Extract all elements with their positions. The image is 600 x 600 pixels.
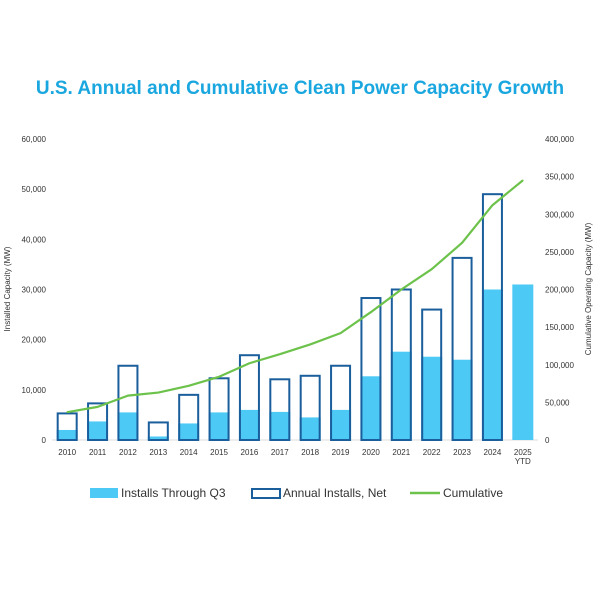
series-annual-installs-net <box>56 193 503 442</box>
bar-annual-installs-net <box>238 354 260 441</box>
bar-annual-installs-net <box>269 378 291 442</box>
bar-installs-through-q3 <box>87 421 109 440</box>
point-cumulative <box>461 242 463 244</box>
bar-installs-through-q3 <box>208 412 230 440</box>
bar-installs-through-q3 <box>299 417 321 440</box>
y-tick-label: 40,000 <box>22 235 47 244</box>
point-cumulative <box>96 406 99 408</box>
bar-installs-through-q3 <box>451 359 473 440</box>
bar-installs-through-q3 <box>238 409 260 440</box>
bar-annual-installs-net <box>117 364 139 441</box>
legend-label: Installs Through Q3 <box>121 486 226 500</box>
bar-annual-installs-net <box>147 421 169 441</box>
bar-annual-installs-net <box>451 256 473 441</box>
y-tick-label: 10,000 <box>22 386 47 395</box>
bar-installs-through-q3 <box>421 356 443 440</box>
point-cumulative <box>309 343 311 346</box>
bar-annual-installs-net <box>56 412 78 441</box>
y2-tick-label: 400,000 <box>545 135 574 144</box>
x-tick-label: 2020 <box>362 448 380 457</box>
y2-tick-label: 50,000 <box>545 398 570 407</box>
bar-annual-installs-net <box>421 308 443 441</box>
point-cumulative <box>187 385 190 387</box>
point-cumulative <box>279 353 281 356</box>
bar-installs-through-q3 <box>512 284 534 440</box>
bar-installs-through-q3 <box>330 409 352 440</box>
x-tick-label: 2018 <box>301 448 319 457</box>
point-cumulative <box>66 411 68 413</box>
bar-annual-installs-net <box>208 377 230 441</box>
x-tick-label: 2017 <box>271 448 289 457</box>
bar-installs-through-q3 <box>117 412 139 440</box>
y-axis-right: 0 50,000 100,000 150,000 200,000 250,000 300,0… <box>545 135 574 445</box>
legend-label: Annual Installs, Net <box>283 486 387 500</box>
y2-tick-label: 200,000 <box>545 286 574 295</box>
x-tick-label: 2014 <box>180 448 198 457</box>
bar-annual-installs-net <box>360 297 382 441</box>
series-installs-through-q3 <box>56 284 534 440</box>
x-tick-label: 2019 <box>332 448 350 457</box>
point-cumulative <box>522 179 524 182</box>
y2-tick-label: 100,000 <box>545 361 574 370</box>
x-tick-label: 2013 <box>149 448 167 457</box>
x-tick-label: 2024 <box>484 448 502 457</box>
bar-annual-installs-net <box>481 193 503 441</box>
bar-annual-installs-net <box>178 393 200 442</box>
y2-tick-label: 0 <box>545 436 550 445</box>
legend-label: Cumulative <box>443 486 503 500</box>
x-tick-label: 2015 <box>210 448 228 457</box>
bar-annual-installs-net <box>87 402 109 441</box>
bar-annual-installs-net <box>299 374 321 441</box>
y-tick-label: 30,000 <box>22 286 47 295</box>
x-tick-label: 2022 <box>423 448 441 457</box>
point-cumulative <box>491 204 494 207</box>
bar-installs-through-q3 <box>481 289 503 440</box>
chart-title: U.S. Annual and Cumulative Clean Power C… <box>35 78 565 99</box>
point-cumulative <box>127 394 129 397</box>
x-tick-label: 2021 <box>392 448 410 457</box>
point-cumulative <box>248 362 251 365</box>
bar-installs-through-q3 <box>56 429 78 440</box>
y2-tick-label: 300,000 <box>545 210 574 219</box>
x-tick-label: 2012 <box>119 448 137 457</box>
y-axis-left-label: Installed Capacity (MW) <box>3 246 12 331</box>
x-tick-label: 2011 <box>89 448 107 457</box>
y2-tick-label: 250,000 <box>545 248 574 257</box>
y-axis-left: 0 10,000 20,000 30,000 40,000 50,000 60,000 <box>22 135 47 445</box>
point-cumulative <box>339 332 342 334</box>
y-axis-right-label: Cumulative Operating Capacity (MW) <box>584 222 593 355</box>
point-cumulative <box>218 375 220 378</box>
bar-installs-through-q3 <box>178 423 200 440</box>
bar-installs-through-q3 <box>269 411 291 440</box>
bar-installs-through-q3 <box>390 351 412 440</box>
point-cumulative <box>157 391 160 394</box>
bar-annual-installs-net <box>330 364 352 441</box>
x-tick-label: 2023 <box>453 448 471 457</box>
x-axis: 2010 2011 2012 2013 2014 2015 2016 2017 2018 2019… <box>58 448 532 466</box>
y-tick-label: 60,000 <box>22 135 47 144</box>
line-cumulative <box>66 179 524 414</box>
y2-tick-label: 350,000 <box>545 173 574 182</box>
legend-swatch-outline <box>251 488 281 499</box>
x-tick-label: 2025 YTD <box>514 448 532 466</box>
series-cumulative <box>66 179 524 414</box>
x-tick-label: 2016 <box>241 448 259 457</box>
y-tick-label: 0 <box>42 436 47 445</box>
x-tick-label: 2010 <box>58 448 76 457</box>
y2-tick-label: 150,000 <box>545 323 574 332</box>
point-cumulative <box>400 288 403 291</box>
y-tick-label: 50,000 <box>22 185 47 194</box>
bar-installs-through-q3 <box>147 436 169 440</box>
legend: Installs Through Q3 Annual Installs, Net C… <box>90 486 503 500</box>
bar-installs-through-q3 <box>360 376 382 440</box>
y-tick-label: 20,000 <box>22 336 47 345</box>
point-cumulative <box>370 311 372 313</box>
point-cumulative <box>430 268 433 270</box>
legend-swatch-filled <box>90 488 118 498</box>
